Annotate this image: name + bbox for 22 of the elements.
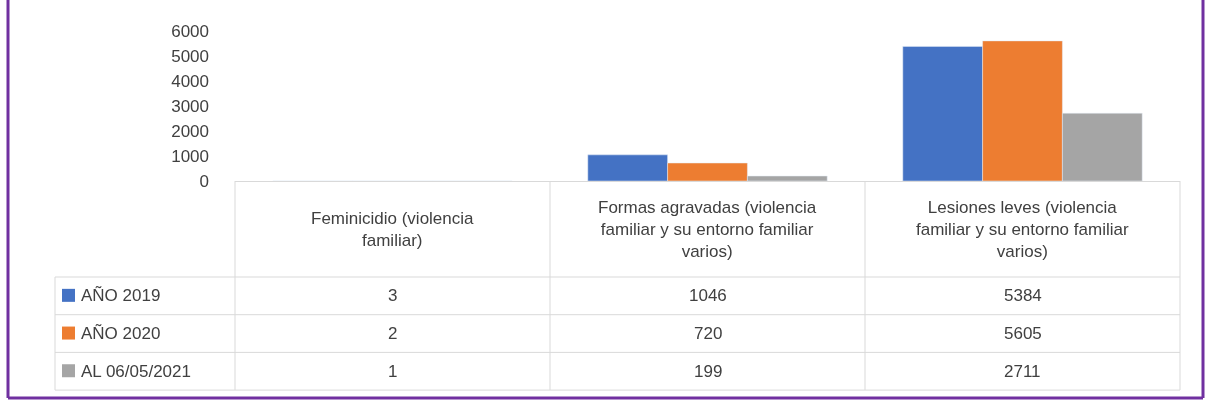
x-tick-label: Feminicidio (violencia familiar): [311, 209, 475, 251]
data-label: 3: [388, 286, 398, 305]
y-tick-label: 3000: [171, 96, 209, 116]
x-tick-label: Formas agravadas (violencia familiar y su entorno familiar varios): [598, 198, 817, 262]
data-label: 1046: [689, 286, 727, 305]
data-label: 5605: [1004, 324, 1042, 343]
data-label: 2: [388, 324, 398, 343]
y-tick-label: 0: [199, 171, 209, 191]
y-tick-label: 6000: [171, 21, 209, 41]
legend-label: AL 06/05/2021: [81, 362, 191, 381]
data-label: 199: [694, 362, 723, 381]
data-label: 720: [694, 324, 723, 343]
legend-label: AÑO 2019: [81, 286, 161, 305]
data-label: 2711: [1004, 362, 1041, 381]
legend-label: AÑO 2020: [81, 324, 161, 343]
y-tick-label: 1000: [171, 146, 209, 166]
y-tick-label: 2000: [171, 121, 209, 141]
y-tick-label: 5000: [171, 46, 209, 66]
y-tick-label: 4000: [171, 71, 209, 91]
data-label: 1: [388, 362, 398, 381]
x-tick-label: Lesiones leves (violencia familiar y su entorno familiar varios): [916, 198, 1129, 262]
data-label: 5384: [1004, 286, 1042, 305]
